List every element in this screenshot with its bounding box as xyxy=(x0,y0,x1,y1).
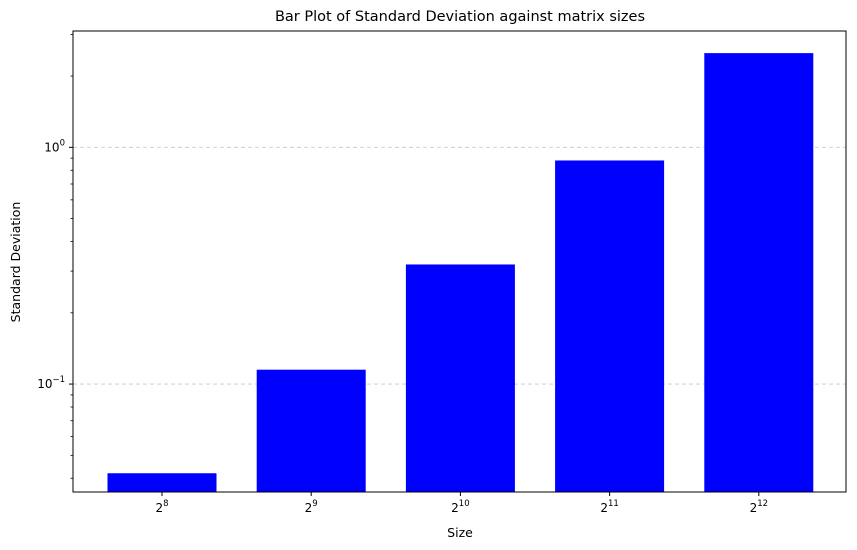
bar xyxy=(704,53,814,492)
plot-frame xyxy=(72,30,847,493)
x-tick-label: 211 xyxy=(600,499,618,515)
x-tick-label: 210 xyxy=(451,499,469,515)
y-tick-label: 100 xyxy=(44,138,65,154)
bar xyxy=(107,473,217,492)
y-tick-label: 10−1 xyxy=(37,375,65,391)
x-tick-label: 28 xyxy=(155,499,168,515)
x-axis-label: Size xyxy=(447,525,473,540)
x-tick-label: 29 xyxy=(305,499,318,515)
chart-title: Bar Plot of Standard Deviation against m… xyxy=(275,9,645,25)
y-axis-label: Standard Deviation xyxy=(8,202,23,323)
bars-layer xyxy=(107,53,814,492)
ticks-layer: 100 10−1 28 29 210 211 212 xyxy=(37,33,768,515)
bar xyxy=(405,264,515,492)
bar xyxy=(555,160,665,492)
bar xyxy=(256,369,366,492)
x-tick-label: 212 xyxy=(750,499,768,515)
